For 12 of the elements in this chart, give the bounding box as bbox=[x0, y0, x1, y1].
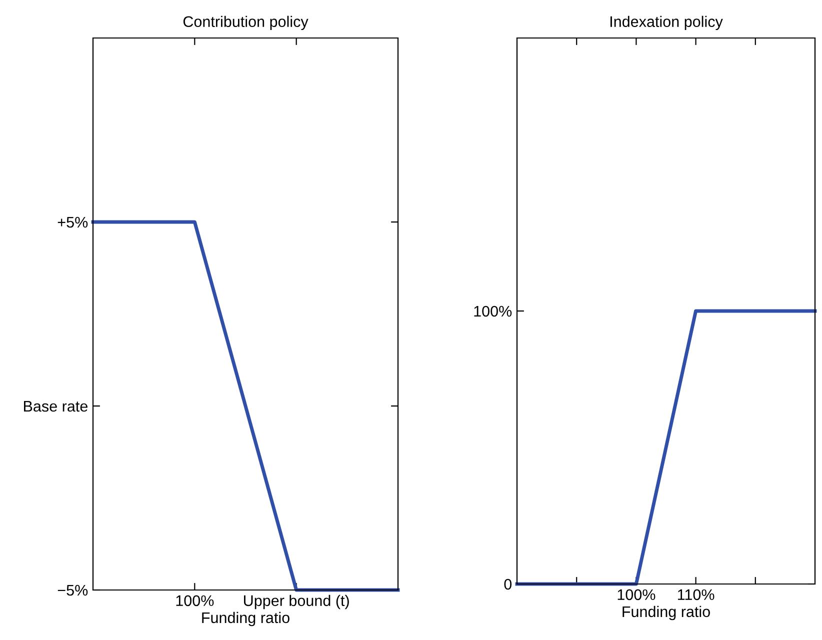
chart-title: Indexation policy bbox=[610, 16, 723, 30]
x-tick-label: 100% bbox=[618, 589, 656, 600]
y-tick-label: +5% bbox=[58, 216, 88, 228]
y-tick-label: Base rate bbox=[24, 401, 88, 412]
x-axis-title: Funding ratio bbox=[202, 612, 290, 626]
y-tick-label: 0 bbox=[504, 578, 512, 590]
x-axis-title: Funding ratio bbox=[622, 606, 710, 620]
x-tick-label: Upper bound (t) bbox=[244, 594, 349, 610]
y-tick-label: −5% bbox=[58, 584, 88, 596]
x-tick-label: 110% bbox=[678, 589, 714, 600]
chart-title: Contribution policy bbox=[183, 16, 308, 30]
x-tick-label: 100% bbox=[176, 595, 214, 606]
